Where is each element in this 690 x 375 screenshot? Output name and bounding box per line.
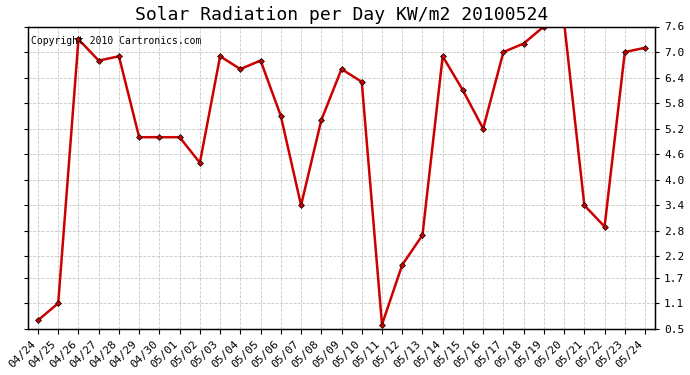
Title: Solar Radiation per Day KW/m2 20100524: Solar Radiation per Day KW/m2 20100524 bbox=[135, 6, 548, 24]
Text: Copyright 2010 Cartronics.com: Copyright 2010 Cartronics.com bbox=[31, 36, 201, 46]
